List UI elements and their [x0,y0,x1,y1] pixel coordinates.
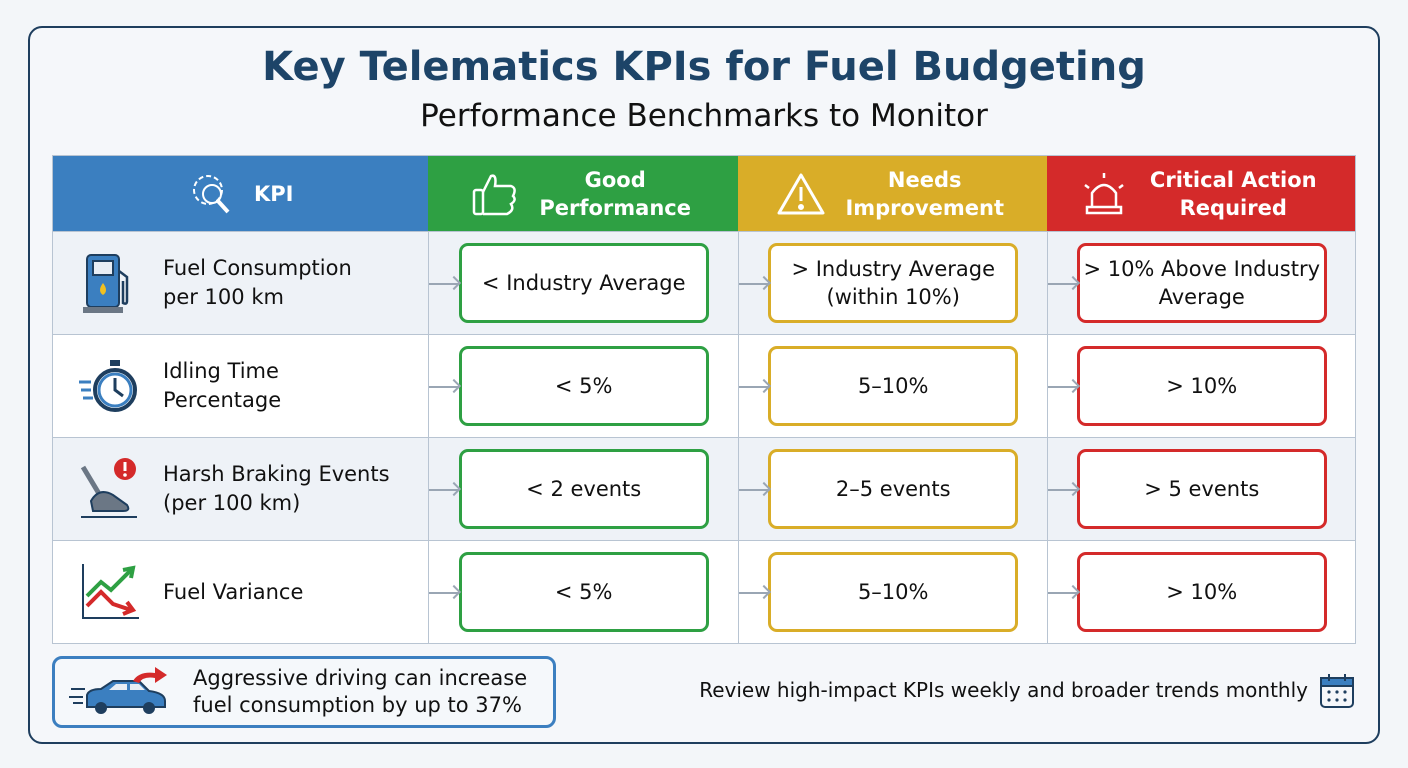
kpi-table: KPI Good Performance Needs Improvement C… [52,155,1356,644]
header-kpi-label: KPI [253,181,294,206]
header-good-label: Good Performance [539,167,691,220]
table-row: Fuel Consumption per 100 km < Industry A… [53,231,1355,334]
arrow-icon [738,489,769,491]
needs-cell: 2–5 events [737,438,1048,540]
critical-cell: > 10% [1047,541,1355,643]
critical-value: > 5 events [1076,449,1327,529]
good-value: < 2 events [458,449,709,529]
good-value: < 5% [458,346,709,426]
needs-cell: 5–10% [737,335,1048,437]
good-value: < Industry Average [458,243,709,323]
needs-value: 5–10% [768,552,1019,632]
arrow-icon [738,592,769,594]
needs-value: > Industry Average (within 10%) [768,243,1019,323]
good-cell: < Industry Average [428,232,738,334]
review-text: Review high-impact KPIs weekly and broad… [699,678,1308,702]
trend-chart-icon [82,564,139,619]
needs-value: 2–5 events [768,449,1019,529]
critical-cell: > 10% [1047,335,1355,437]
fuel-pump-icon [83,254,129,313]
header-critical: Critical Action Required [1047,156,1356,231]
critical-cell: > 10% Above Industry Average [1047,232,1355,334]
critical-value: > 10% [1076,346,1327,426]
stopwatch-icon [79,360,137,412]
header-kpi: KPI [53,156,429,231]
header-row: KPI Good Performance Needs Improvement C… [53,156,1356,231]
good-cell: < 5% [428,541,738,643]
kpi-label: Idling Time Percentage [163,359,282,412]
good-cell: < 5% [428,335,738,437]
brake-pedal-icon [80,458,137,518]
critical-value: > 10% [1076,552,1327,632]
kpi-label: Fuel Variance [163,579,304,604]
critical-value: > 10% Above Industry Average [1076,243,1327,323]
needs-value: 5–10% [768,346,1019,426]
table-body: Fuel Consumption per 100 km < Industry A… [53,231,1355,643]
kpi-label: Fuel Consumption per 100 km [163,256,352,309]
good-cell: < 2 events [428,438,738,540]
page-subtitle: Performance Benchmarks to Monitor [420,98,988,134]
table-row: Harsh Braking Events (per 100 km) < 2 ev… [53,437,1355,540]
table-row: Idling Time Percentage < 5% 5–10% > 10% [53,334,1355,437]
kpi-cell: Idling Time Percentage [53,335,428,437]
arrow-icon [1048,386,1079,388]
critical-cell: > 5 events [1047,438,1355,540]
arrow-icon [429,489,460,491]
arrow-icon [429,592,460,594]
kpi-cell: Fuel Consumption per 100 km [53,232,428,334]
thumbs-up-icon [472,173,517,215]
calendar-icon [1320,674,1354,708]
table-row: Fuel Variance < 5% 5–10% > 10% [53,540,1355,643]
kpi-label: Harsh Braking Events (per 100 km) [163,462,390,515]
arrow-icon [429,283,460,285]
siren-icon [1084,172,1124,214]
needs-cell: 5–10% [737,541,1048,643]
speeding-car-icon [69,667,167,714]
arrow-icon [1048,592,1079,594]
arrow-icon [738,283,769,285]
warning-icon [777,173,825,214]
arrow-icon [738,386,769,388]
header-needs: Needs Improvement [737,156,1048,231]
arrow-icon [1048,283,1079,285]
gear-magnifier-icon [192,174,230,213]
header-needs-label: Needs Improvement [845,167,1004,220]
kpi-cell: Harsh Braking Events (per 100 km) [53,438,428,540]
good-value: < 5% [458,552,709,632]
header-good: Good Performance [428,156,738,231]
arrow-icon [429,386,460,388]
needs-cell: > Industry Average (within 10%) [737,232,1048,334]
arrow-icon [1048,489,1079,491]
note-text: Aggressive driving can increase fuel con… [193,666,528,717]
header-critical-label: Critical Action Required [1149,167,1317,220]
page-title: Key Telematics KPIs for Fuel Budgeting [262,44,1146,90]
kpi-cell: Fuel Variance [53,541,428,643]
aggressive-driving-note: Aggressive driving can increase fuel con… [52,656,556,728]
